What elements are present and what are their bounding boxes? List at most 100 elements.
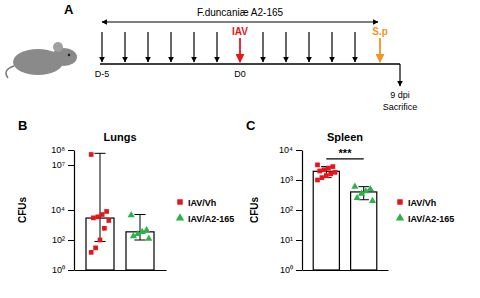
data-point — [102, 226, 107, 231]
chart-title: Lungs — [104, 131, 137, 143]
x-axis-line — [303, 270, 389, 271]
dose-arrow — [124, 32, 125, 62]
dose-arrow — [216, 32, 217, 62]
data-point — [91, 215, 96, 220]
y-tick-label: 10⁸ — [51, 145, 65, 155]
error-cap — [134, 240, 145, 241]
y-tick: 10³ — [280, 175, 302, 185]
y-tick-label: 10⁰ — [52, 265, 65, 275]
panel-letter: C — [246, 118, 256, 133]
data-point — [106, 218, 111, 223]
data-point — [93, 245, 98, 250]
dose-arrow — [170, 32, 171, 62]
data-point — [322, 167, 327, 172]
y-tick-mark — [296, 270, 302, 271]
data-point — [333, 170, 338, 175]
y-axis-line — [74, 151, 75, 271]
data-point — [367, 185, 374, 191]
y-tick: 10⁴ — [279, 145, 302, 155]
x-axis-line — [75, 270, 167, 271]
mouse-icon — [6, 42, 77, 78]
legend: IAV/VhIAV/A2-165 — [176, 198, 235, 224]
data-point — [98, 238, 103, 243]
challenge-label: S.p — [372, 26, 388, 37]
data-point — [331, 164, 336, 169]
data-point — [89, 152, 94, 157]
dose-arrow — [101, 32, 102, 62]
y-tick-label: 10² — [52, 235, 65, 245]
error-bar — [100, 153, 101, 241]
y-tick-label: 10¹ — [280, 235, 293, 245]
data-point — [324, 173, 329, 178]
y-tick-mark — [68, 165, 74, 166]
end-label: Sacrifice — [383, 102, 418, 112]
bar — [351, 192, 377, 270]
error-cap — [94, 153, 105, 154]
data-point — [104, 209, 109, 214]
panel-letter: B — [18, 118, 27, 133]
y-tick: 10² — [52, 235, 74, 245]
treatment-label: F.duncaniæ A2-165 — [197, 7, 284, 18]
y-axis-title: CFUs — [249, 197, 260, 224]
chart-title: Spleen — [327, 131, 363, 143]
data-point — [354, 194, 361, 200]
legend-marker — [177, 199, 182, 204]
infection-arrow — [239, 38, 241, 62]
data-point — [351, 183, 358, 189]
end-arrow — [399, 64, 400, 86]
x-axis — [75, 270, 167, 271]
plot-area — [86, 152, 154, 270]
y-tick: 10⁰ — [52, 265, 74, 275]
data-point — [369, 197, 376, 203]
y-tick-label: 10⁴ — [279, 145, 293, 155]
y-tick-mark — [296, 210, 302, 211]
chart-panel: BLungsCFUs10⁰10²10⁴10⁷10⁸IAV/VhIAV/A2-16… — [17, 118, 234, 275]
y-tick-mark — [68, 210, 74, 211]
y-tick-label: 10³ — [280, 175, 293, 185]
bar — [313, 171, 339, 270]
dose-arrow — [308, 32, 309, 62]
y-tick-label: 10⁷ — [52, 160, 65, 170]
figure: AF.duncaniæ A2-165IAVS.pD-5D09 dpiSacrif… — [0, 0, 480, 298]
data-point — [362, 187, 369, 193]
data-point — [134, 230, 141, 236]
dose-arrow — [262, 32, 263, 62]
data-point — [358, 190, 365, 196]
y-tick-label: 10⁰ — [280, 265, 293, 275]
timeline-panel: AF.duncaniæ A2-165IAVS.pD-5D09 dpiSacrif… — [6, 2, 417, 112]
infection-label: IAV — [232, 26, 248, 37]
y-tick-mark — [296, 150, 302, 151]
error-bar — [140, 215, 141, 240]
treatment-arrow — [102, 21, 378, 22]
legend-label: IAV/A2-165 — [408, 214, 454, 224]
legend-marker — [176, 213, 184, 220]
data-point — [326, 166, 331, 171]
legend-marker — [396, 213, 404, 220]
data-point — [128, 211, 135, 217]
y-tick-mark — [296, 240, 302, 241]
chart-panel: C Spleen CFUs 10⁰ 10¹ 10² 10³ 10⁴ *** IAV/VhIAV/A… — [246, 118, 454, 275]
y-tick-mark — [68, 150, 74, 151]
legend: IAV/VhIAV/A2-165 — [396, 198, 455, 224]
error-cap — [134, 214, 145, 215]
data-point — [89, 250, 94, 255]
data-point — [95, 214, 100, 219]
y-tick: 10⁴ — [51, 205, 74, 215]
dose-arrow — [193, 32, 194, 62]
data-point — [130, 232, 137, 238]
y-tick-mark — [68, 270, 74, 271]
y-tick: 10⁰ — [280, 265, 302, 275]
panel-letter: A — [64, 2, 74, 17]
data-point — [315, 178, 320, 183]
data-point — [139, 228, 146, 234]
significance-label: *** — [339, 147, 353, 159]
dose-arrow — [285, 32, 286, 62]
day-label: D-5 — [95, 69, 110, 79]
y-tick-label: 10² — [280, 205, 293, 215]
dose-arrow — [147, 32, 148, 62]
data-point — [145, 235, 152, 241]
y-tick-label: 10⁴ — [51, 205, 65, 215]
y-axis: 10⁰ 10¹ 10² 10³ 10⁴ — [279, 145, 302, 275]
legend-label: IAV/A2-165 — [188, 214, 234, 224]
x-axis — [303, 270, 389, 271]
